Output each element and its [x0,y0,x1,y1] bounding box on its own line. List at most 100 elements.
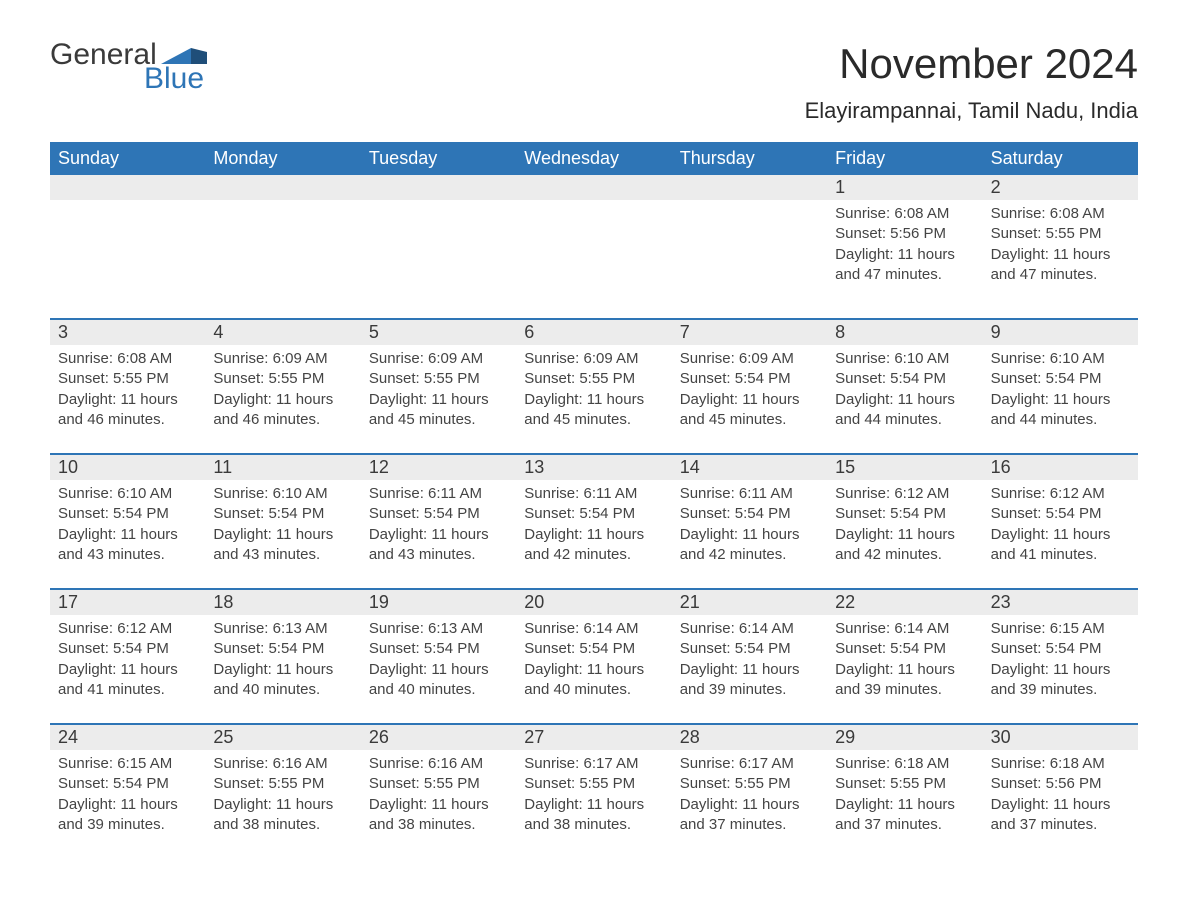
day-cell: Sunrise: 6:18 AMSunset: 5:56 PMDaylight:… [983,750,1138,858]
day-number: 15 [827,455,982,480]
day-sunrise: Sunrise: 6:16 AM [369,754,508,774]
day-daylight1: Daylight: 11 hours [835,795,974,815]
day-daylight1: Daylight: 11 hours [369,795,508,815]
day-daylight1: Daylight: 11 hours [835,390,974,410]
day-cell [50,200,205,318]
logo: General Blue [50,40,207,94]
day-cell: Sunrise: 6:15 AMSunset: 5:54 PMDaylight:… [983,615,1138,723]
day-sunset: Sunset: 5:55 PM [524,774,663,794]
day-sunset: Sunset: 5:54 PM [680,504,819,524]
day-cell: Sunrise: 6:09 AMSunset: 5:55 PMDaylight:… [361,345,516,453]
day-daylight1: Daylight: 11 hours [835,245,974,265]
day-daylight2: and 44 minutes. [835,410,974,430]
day-daylight2: and 38 minutes. [213,815,352,835]
day-number: 26 [361,725,516,750]
day-number [672,175,827,200]
day-sunset: Sunset: 5:54 PM [680,639,819,659]
day-daylight1: Daylight: 11 hours [991,390,1130,410]
day-daylight2: and 44 minutes. [991,410,1130,430]
day-daylight2: and 45 minutes. [524,410,663,430]
day-sunset: Sunset: 5:54 PM [213,639,352,659]
weekday-label: Friday [827,142,982,175]
day-number: 3 [50,320,205,345]
day-daylight1: Daylight: 11 hours [524,795,663,815]
day-sunset: Sunset: 5:56 PM [835,224,974,244]
day-number: 5 [361,320,516,345]
day-daylight1: Daylight: 11 hours [835,660,974,680]
day-daylight2: and 43 minutes. [213,545,352,565]
day-sunset: Sunset: 5:54 PM [835,369,974,389]
page: General Blue November 2024 Elayirampanna… [0,0,1188,908]
weekday-label: Wednesday [516,142,671,175]
day-daylight1: Daylight: 11 hours [991,660,1130,680]
day-daylight1: Daylight: 11 hours [213,795,352,815]
day-daylight1: Daylight: 11 hours [991,525,1130,545]
day-daylight1: Daylight: 11 hours [680,390,819,410]
day-sunrise: Sunrise: 6:13 AM [369,619,508,639]
day-sunrise: Sunrise: 6:10 AM [213,484,352,504]
day-number: 13 [516,455,671,480]
day-daylight2: and 45 minutes. [680,410,819,430]
day-daylight2: and 39 minutes. [835,680,974,700]
weekday-header: SundayMondayTuesdayWednesdayThursdayFrid… [50,142,1138,175]
day-cell: Sunrise: 6:10 AMSunset: 5:54 PMDaylight:… [50,480,205,588]
day-cell: Sunrise: 6:11 AMSunset: 5:54 PMDaylight:… [516,480,671,588]
day-cell: Sunrise: 6:16 AMSunset: 5:55 PMDaylight:… [361,750,516,858]
day-daylight2: and 40 minutes. [369,680,508,700]
day-sunrise: Sunrise: 6:13 AM [213,619,352,639]
day-cell: Sunrise: 6:09 AMSunset: 5:55 PMDaylight:… [205,345,360,453]
day-daylight1: Daylight: 11 hours [680,525,819,545]
day-cell: Sunrise: 6:18 AMSunset: 5:55 PMDaylight:… [827,750,982,858]
day-cell [205,200,360,318]
day-number: 22 [827,590,982,615]
day-sunrise: Sunrise: 6:18 AM [991,754,1130,774]
day-number: 29 [827,725,982,750]
day-daylight2: and 37 minutes. [991,815,1130,835]
day-cell: Sunrise: 6:08 AMSunset: 5:56 PMDaylight:… [827,200,982,318]
day-number [205,175,360,200]
day-sunrise: Sunrise: 6:10 AM [991,349,1130,369]
day-sunset: Sunset: 5:54 PM [680,369,819,389]
day-cell: Sunrise: 6:10 AMSunset: 5:54 PMDaylight:… [983,345,1138,453]
daynum-row: 17181920212223 [50,590,1138,615]
calendar-week: 10111213141516Sunrise: 6:10 AMSunset: 5:… [50,453,1138,588]
day-daylight2: and 42 minutes. [524,545,663,565]
day-sunrise: Sunrise: 6:09 AM [680,349,819,369]
day-sunset: Sunset: 5:55 PM [369,369,508,389]
daynum-row: 12 [50,175,1138,200]
day-sunset: Sunset: 5:55 PM [524,369,663,389]
day-daylight1: Daylight: 11 hours [369,525,508,545]
day-daylight1: Daylight: 11 hours [835,525,974,545]
day-daylight2: and 43 minutes. [369,545,508,565]
day-sunrise: Sunrise: 6:08 AM [58,349,197,369]
day-cell: Sunrise: 6:16 AMSunset: 5:55 PMDaylight:… [205,750,360,858]
day-cell: Sunrise: 6:12 AMSunset: 5:54 PMDaylight:… [827,480,982,588]
day-number: 10 [50,455,205,480]
day-daylight2: and 41 minutes. [991,545,1130,565]
calendar-week: 24252627282930Sunrise: 6:15 AMSunset: 5:… [50,723,1138,858]
day-number: 19 [361,590,516,615]
day-number: 14 [672,455,827,480]
day-cell: Sunrise: 6:12 AMSunset: 5:54 PMDaylight:… [983,480,1138,588]
day-cell: Sunrise: 6:10 AMSunset: 5:54 PMDaylight:… [205,480,360,588]
day-sunrise: Sunrise: 6:12 AM [835,484,974,504]
calendar-week: 17181920212223Sunrise: 6:12 AMSunset: 5:… [50,588,1138,723]
details-row: Sunrise: 6:08 AM Sunset: 5:55 PM Daylight:… [50,345,1138,453]
day-sunrise: Sunrise: 6:11 AM [680,484,819,504]
day-daylight1: Daylight: 11 hours [58,525,197,545]
calendar: SundayMondayTuesdayWednesdayThursdayFrid… [50,142,1138,858]
day-cell: Sunrise: 6:08 AMSunset: 5:55 PMDaylight:… [983,200,1138,318]
day-sunset: Sunset: 5:55 PM [991,224,1130,244]
weekday-label: Monday [205,142,360,175]
day-sunset: Sunset: 5:55 PM [213,774,352,794]
day-daylight2: and 37 minutes. [835,815,974,835]
day-sunset: Sunset: 5:54 PM [58,639,197,659]
day-sunrise: Sunrise: 6:17 AM [524,754,663,774]
day-sunrise: Sunrise: 6:11 AM [369,484,508,504]
day-sunrise: Sunrise: 6:15 AM [991,619,1130,639]
day-daylight1: Daylight: 11 hours [58,660,197,680]
day-number [50,175,205,200]
day-daylight1: Daylight: 11 hours [524,525,663,545]
day-daylight2: and 47 minutes. [991,265,1130,285]
day-number: 23 [983,590,1138,615]
